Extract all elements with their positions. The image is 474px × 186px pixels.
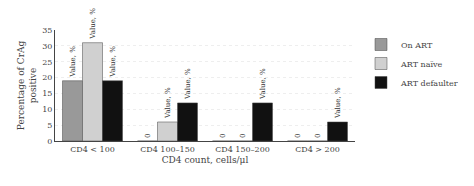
svg-text:Value, %: Value, % [69, 46, 77, 78]
svg-text:Value, %: Value, % [164, 87, 172, 119]
svg-text:CD4 > 200: CD4 > 200 [295, 145, 340, 154]
svg-text:0: 0 [314, 134, 322, 138]
svg-text:ART naïve: ART naïve [400, 60, 443, 69]
svg-text:Value, %: Value, % [334, 87, 342, 119]
svg-text:35: 35 [42, 26, 52, 35]
svg-text:Value, %: Value, % [109, 46, 117, 78]
svg-text:0: 0 [239, 134, 247, 138]
svg-text:0: 0 [47, 137, 52, 146]
svg-text:Value, %: Value, % [259, 68, 267, 100]
svg-text:CD4 100–150: CD4 100–150 [140, 145, 195, 154]
svg-text:ART defaulter: ART defaulter [400, 79, 458, 88]
svg-text:Value, %: Value, % [89, 8, 97, 40]
svg-text:5: 5 [47, 121, 52, 130]
svg-text:On ART: On ART [401, 41, 433, 50]
svg-text:CD4 150–200: CD4 150–200 [215, 145, 270, 154]
svg-text:15: 15 [42, 89, 52, 98]
svg-text:Percentage of CrAgpositive: Percentage of CrAgpositive [16, 41, 38, 131]
svg-text:0: 0 [219, 134, 227, 138]
svg-text:CD4 count, cells/μl: CD4 count, cells/μl [162, 155, 249, 165]
svg-text:Value, %: Value, % [184, 68, 192, 100]
svg-text:30: 30 [42, 42, 52, 51]
svg-text:CD4 < 100: CD4 < 100 [70, 145, 115, 154]
svg-text:20: 20 [42, 73, 52, 82]
svg-text:0: 0 [144, 134, 152, 138]
svg-text:25: 25 [42, 58, 52, 67]
svg-text:0: 0 [294, 134, 302, 138]
svg-text:10: 10 [42, 105, 52, 114]
